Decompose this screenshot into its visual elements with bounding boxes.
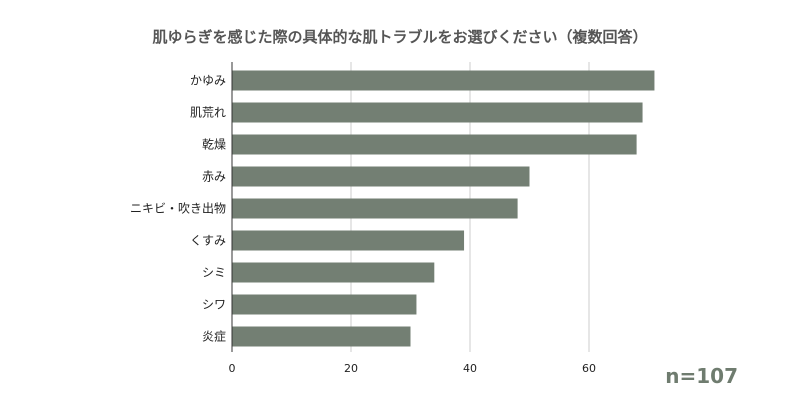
sample-size-label: n=107	[665, 364, 738, 388]
bar-6	[232, 262, 435, 283]
x-tick-labels: 0 20 40 60	[229, 362, 597, 375]
bar-0	[232, 70, 655, 91]
bar-4	[232, 198, 518, 219]
bars	[232, 70, 655, 347]
bar-1	[232, 102, 643, 123]
category-label: ニキビ・吹き出物	[130, 202, 226, 216]
category-label: かゆみ	[190, 74, 226, 88]
bar-3	[232, 166, 530, 187]
category-label: シミ	[202, 266, 226, 280]
x-tick-label: 0	[229, 362, 236, 375]
category-label: 乾燥	[202, 138, 226, 152]
chart-title: 肌ゆらぎを感じた際の具体的な肌トラブルをお選びください（複数回答）	[152, 28, 647, 46]
category-label: 炎症	[202, 329, 226, 344]
x-tick-label: 20	[344, 362, 358, 375]
x-tick-label: 60	[582, 362, 596, 375]
bar-2	[232, 134, 637, 155]
bar-7	[232, 294, 417, 315]
x-tick-label: 40	[463, 362, 477, 375]
category-label: 赤み	[202, 170, 226, 184]
category-label: 肌荒れ	[190, 106, 226, 120]
bar-8	[232, 326, 411, 347]
category-label: シワ	[202, 298, 226, 312]
bar-5	[232, 230, 465, 251]
category-label: くすみ	[190, 234, 226, 248]
